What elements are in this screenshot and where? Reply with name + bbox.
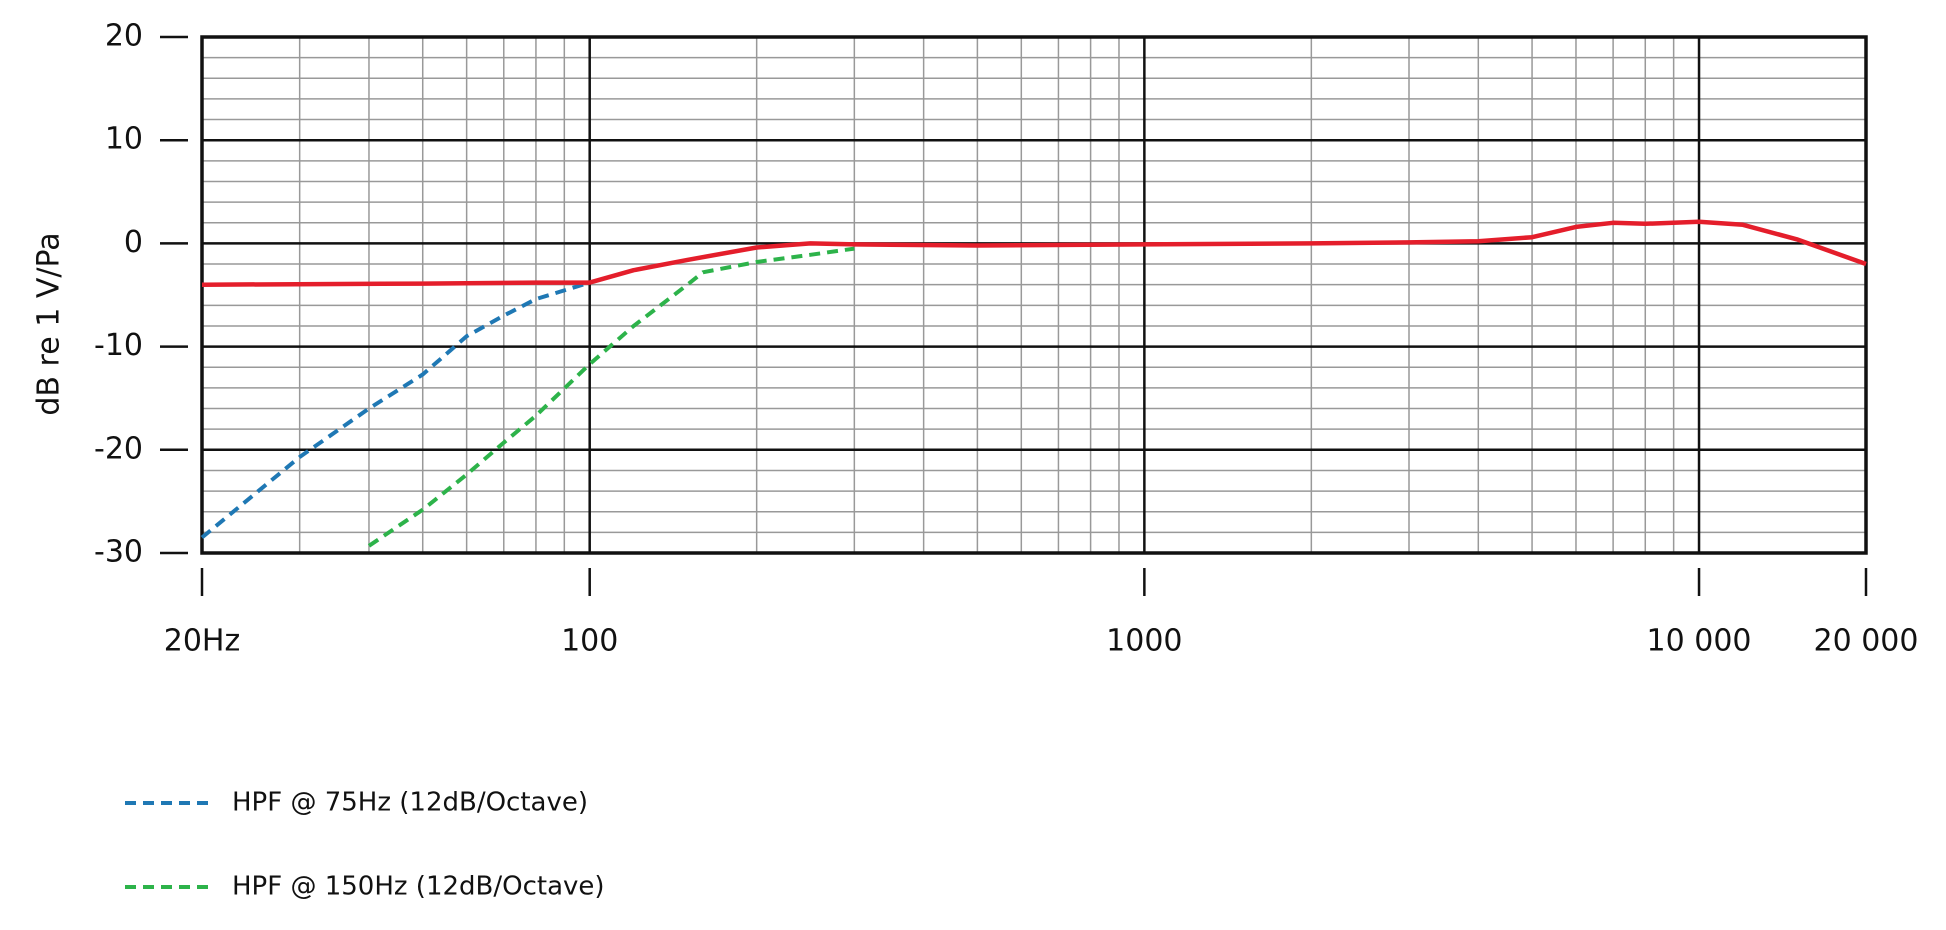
plot-frame <box>200 35 1868 555</box>
legend-label: HPF @ 75Hz (12dB/Octave) <box>232 788 588 818</box>
y-tick-label: 0 <box>124 225 143 260</box>
series-line <box>201 219 1867 287</box>
x-tick-label: 100 <box>561 624 618 659</box>
y-tick-label: 20 <box>105 19 143 54</box>
series-line <box>200 280 591 540</box>
y-tick-label: -30 <box>94 535 143 570</box>
x-tick-label: 10 000 <box>1647 624 1752 659</box>
legend-label: HPF @ 150Hz (12dB/Octave) <box>232 872 605 902</box>
series-line <box>367 246 855 548</box>
y-axis-label: dB re 1 V/Pa <box>32 232 67 415</box>
y-tick-label: -20 <box>94 431 143 466</box>
x-tick-label: 1000 <box>1106 624 1182 659</box>
y-tick-label: 10 <box>105 122 143 157</box>
x-tick-label: 20 000 <box>1814 624 1919 659</box>
x-tick-label: 20Hz <box>164 624 240 659</box>
y-tick-label: -10 <box>94 328 143 363</box>
